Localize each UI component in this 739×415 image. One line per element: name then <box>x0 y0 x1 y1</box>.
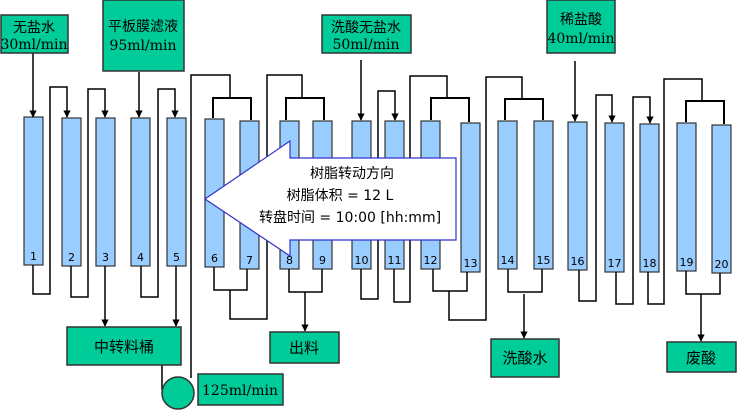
output-waste-acid-label: 废酸 <box>686 349 716 367</box>
resin-column: 16 <box>567 121 588 271</box>
input-filtrate-rate: 95ml/min <box>109 38 176 54</box>
resin-column-body <box>130 117 151 267</box>
resin-column-number: 18 <box>643 257 657 270</box>
resin-column-body <box>676 122 697 272</box>
resin-column-number: 10 <box>355 254 369 267</box>
callout-carousel-time: 转盘时间 = 10:00 [hh:mm] <box>259 209 441 226</box>
resin-column-body <box>95 117 116 267</box>
output-acid-wash-effluent-box: 洗酸水 <box>490 338 560 378</box>
input-filtrate-box: 平板膜滤液 95ml/min <box>102 0 185 72</box>
resin-column-number: 11 <box>388 254 402 267</box>
resin-column-body <box>639 123 660 273</box>
output-waste-acid-box: 废酸 <box>666 341 737 373</box>
input-acid-wash-water-label: 洗酸无盐水 <box>331 20 401 36</box>
pump: 125ml/min <box>161 373 284 410</box>
resin-column-number: 1 <box>30 250 37 263</box>
input-acid-wash-water-box: 洗酸无盐水 50ml/min <box>321 14 412 54</box>
resin-column: 18 <box>639 123 660 273</box>
input-water-rate: 30ml/min <box>0 37 67 53</box>
resin-column-number: 8 <box>286 254 293 267</box>
resin-column: 3 <box>95 117 116 267</box>
resin-column: 5 <box>166 117 187 267</box>
resin-column-number: 6 <box>211 252 218 265</box>
resin-column-number: 14 <box>501 254 515 267</box>
pump-rate: 125ml/min <box>202 383 278 399</box>
rotation-direction-callout: 树脂转动方向 树脂体积 = 12 L 转盘时间 = 10:00 [hh:mm] <box>203 139 457 258</box>
resin-column-number: 9 <box>319 254 326 267</box>
resin-column-number: 12 <box>424 254 438 267</box>
left-arrow-icon <box>203 139 457 258</box>
input-dilute-acid-rate: 40ml/min <box>547 31 614 47</box>
resin-column-number: 4 <box>137 251 144 264</box>
input-dilute-acid-box: 稀盐酸 40ml/min <box>546 0 616 54</box>
resin-column-number: 15 <box>537 254 551 267</box>
resin-column-body <box>711 124 732 274</box>
resin-column-number: 2 <box>68 251 75 264</box>
resin-column: 1 <box>23 116 44 266</box>
resin-column: 14 <box>497 120 518 270</box>
resin-column-number: 20 <box>715 258 729 271</box>
resin-column-body <box>23 116 44 266</box>
resin-column-body <box>61 117 82 267</box>
input-water-label: 无盐水 <box>13 20 55 36</box>
output-acid-wash-effluent-label: 洗酸水 <box>502 349 547 367</box>
resin-column: 19 <box>676 122 697 272</box>
resin-column-number: 13 <box>464 257 478 270</box>
resin-column-body <box>166 117 187 267</box>
input-dilute-acid-label: 稀盐酸 <box>560 12 602 28</box>
output-transfer-tank-label: 中转料桶 <box>94 338 154 356</box>
resin-column-number: 3 <box>102 251 109 264</box>
input-water-box: 无盐水 30ml/min <box>0 14 69 54</box>
resin-column-number: 16 <box>571 255 585 268</box>
callout-direction: 树脂转动方向 <box>310 166 394 182</box>
connection-lines <box>29 53 725 390</box>
callout-resin-volume: 树脂体积 = 12 L <box>287 188 394 204</box>
output-discharge-label: 出料 <box>289 339 319 357</box>
resin-column: 13 <box>460 122 481 273</box>
resin-column-number: 19 <box>680 256 694 269</box>
pump-icon <box>161 376 195 410</box>
input-filtrate-label: 平板膜滤液 <box>108 19 178 35</box>
resin-column: 4 <box>130 117 151 267</box>
resin-column-body <box>567 121 588 271</box>
resin-column: 17 <box>604 122 625 273</box>
output-discharge-box: 出料 <box>269 331 340 364</box>
resin-column-body <box>497 120 518 270</box>
resin-column-number: 5 <box>173 251 180 264</box>
resin-column-body <box>533 120 554 270</box>
resin-column: 20 <box>711 124 732 274</box>
output-transfer-tank-box: 中转料桶 <box>66 326 182 366</box>
resin-column-number: 7 <box>246 254 253 267</box>
resin-column: 2 <box>61 117 82 267</box>
resin-column-body <box>604 122 625 273</box>
resin-column-body <box>460 122 481 273</box>
resin-column-number: 17 <box>608 257 622 270</box>
resin-column: 15 <box>533 120 554 270</box>
input-acid-wash-water-rate: 50ml/min <box>332 37 399 53</box>
